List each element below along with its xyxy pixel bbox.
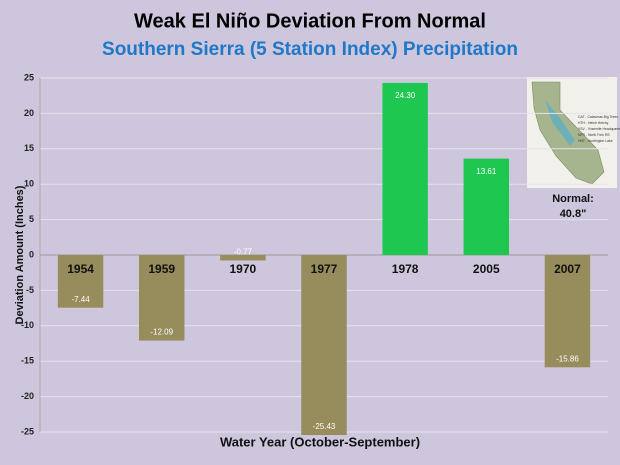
x-tick-label: 1970 [230,262,257,276]
value-label: -7.44 [71,295,90,304]
chart-subtitle: Southern Sierra (5 Station Index) Precip… [102,39,518,60]
value-label: -0.77 [234,248,253,257]
y-tick-label: 25 [24,72,34,82]
value-label: 24.30 [395,91,416,100]
value-label: -12.09 [150,328,173,337]
annotation: 40.8" [560,208,587,220]
chart-title: Weak El Niño Deviation From Normal [134,10,486,32]
y-tick-label: -25 [21,426,34,436]
value-label: 13.61 [476,167,497,176]
y-axis-label: Deviation Amount (Inches) [14,185,26,324]
value-label: -25.43 [313,422,336,431]
inset-legend: NFR - North Fork RS [578,133,610,137]
x-tick-label: 2005 [473,262,500,276]
y-tick-label: -10 [21,320,34,330]
inset-map [527,77,617,188]
y-tick-label: -15 [21,356,34,366]
x-tick-label: 1978 [392,262,419,276]
bar [138,255,185,341]
y-tick-label: 15 [24,143,34,153]
inset-valley [545,100,575,146]
x-tick-label: 1954 [67,262,94,276]
inset-legend: HNT - Huntington Lake [578,139,613,143]
inset-legend: CAT - Calaveras Big Trees [578,115,618,119]
bar [57,255,104,308]
y-tick-label: 10 [24,179,34,189]
x-tick-label: 1977 [311,262,338,276]
y-tick-label: -5 [26,285,34,295]
y-tick-label: 5 [29,214,34,224]
y-tick-label: 20 [24,108,34,118]
bar [544,255,591,368]
x-tick-label: 1959 [148,262,175,276]
value-label: -15.86 [556,354,579,363]
bar [382,82,428,256]
y-tick-label: -20 [21,391,34,401]
x-tick-label: 2007 [554,262,581,276]
bar [301,255,347,436]
bar [463,158,510,255]
inset-legend: HTH - Hetch Hetchy [578,121,609,125]
inset-legend: YSV - Yosemite Headquarters [578,127,620,131]
y-tick-label: 0 [29,249,34,259]
annotation: Normal: [552,193,594,205]
x-axis-label: Water Year (October-September) [220,434,420,449]
bar [220,255,266,261]
